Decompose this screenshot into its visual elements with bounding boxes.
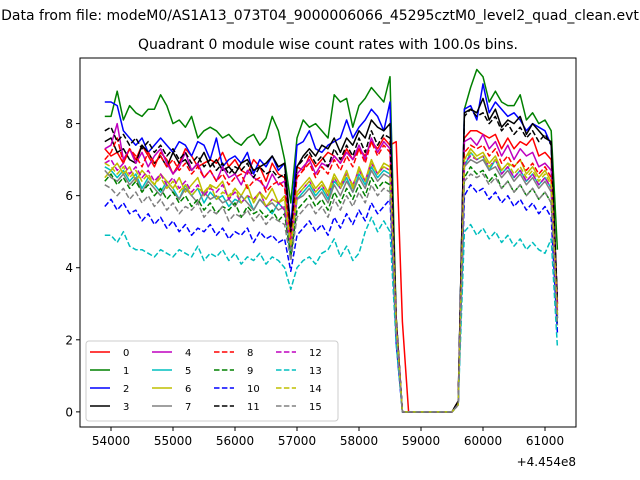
legend-label-13: 13 [309, 366, 322, 377]
y-axis: 0 2 4 6 8 [65, 117, 80, 419]
x-tick-label: 59000 [402, 434, 440, 448]
series-lines [104, 68, 559, 413]
legend-label-12: 12 [309, 348, 322, 359]
series-line-9 [104, 166, 559, 413]
x-tick-label: 57000 [278, 434, 316, 448]
x-axis: 54000 55000 56000 57000 58000 59000 60000 61000 [92, 427, 564, 448]
series-line-7 [104, 158, 559, 413]
x-tick-label: 61000 [526, 434, 564, 448]
y-tick-label: 8 [65, 117, 73, 131]
series-line-14 [104, 151, 559, 413]
legend-label-11: 11 [247, 402, 260, 413]
figure-suptitle: Data from file: modeM0/AS1A13_073T04_900… [1, 8, 639, 24]
legend-label-15: 15 [309, 402, 322, 413]
legend-label-10: 10 [247, 384, 260, 395]
series-line-10 [104, 184, 559, 413]
series-line-1 [104, 68, 559, 413]
legend-label-1: 1 [123, 366, 129, 377]
x-tick-label: 60000 [464, 434, 502, 448]
series-line-13 [104, 216, 559, 413]
series-line-6 [104, 148, 559, 413]
series-line-0 [104, 130, 559, 413]
series-line-8 [104, 137, 559, 413]
legend-label-14: 14 [309, 384, 322, 395]
x-tick-label: 56000 [216, 434, 254, 448]
chart-title: Quadrant 0 module wise count rates with … [138, 37, 518, 53]
x-tick-label: 54000 [92, 434, 130, 448]
plot-frame [79, 57, 577, 428]
legend-label-6: 6 [185, 384, 191, 395]
legend-box [85, 340, 339, 422]
y-tick-label: 6 [65, 189, 73, 203]
legend-label-0: 0 [123, 348, 129, 359]
x-offset-label: +4.454e8 [517, 455, 576, 469]
y-tick-label: 2 [65, 333, 73, 347]
y-tick-label: 0 [65, 405, 73, 419]
x-tick-label: 58000 [340, 434, 378, 448]
series-line-4 [104, 122, 559, 413]
legend-label-8: 8 [247, 348, 253, 359]
legend-label-2: 2 [123, 384, 129, 395]
legend-label-3: 3 [123, 402, 129, 413]
legend-label-4: 4 [185, 348, 191, 359]
series-line-15 [104, 173, 559, 413]
legend-label-9: 9 [247, 366, 253, 377]
series-line-11 [104, 108, 559, 413]
x-tick-label: 55000 [154, 434, 192, 448]
legend-label-5: 5 [185, 366, 191, 377]
legend-label-7: 7 [185, 402, 191, 413]
y-tick-label: 4 [65, 261, 73, 275]
